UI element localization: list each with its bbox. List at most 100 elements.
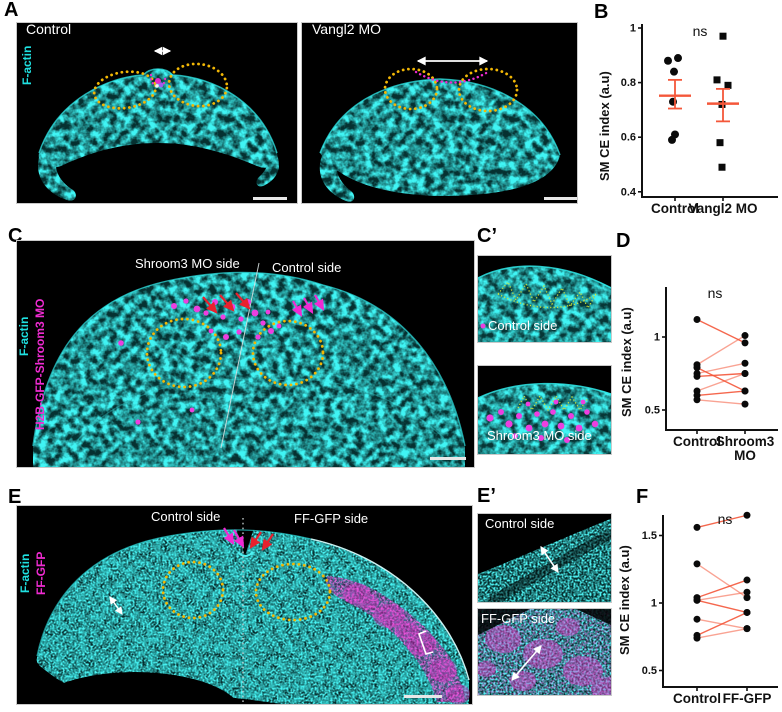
x-category-label: Control [651,201,699,216]
tissue-outline [32,271,466,447]
x-category-label: Control [673,691,721,706]
y-tick-label: 0.6 [621,132,636,144]
x-category-label: Vangl2 MO [688,201,757,216]
cprime-title-control: Control side [488,318,558,333]
thickness-double-arrow [511,645,542,681]
h2b-gfp-nucleus [480,323,486,329]
scale-bar [253,197,287,200]
apical-surface [478,265,611,289]
groove-cell [155,84,159,88]
y-axis-title-b: SM CE index (a.u) [597,71,612,181]
pair-line [696,362,746,375]
data-point [743,625,751,633]
data-point [741,359,749,367]
y-tick-label: 1 [630,23,636,35]
data-point [716,139,724,147]
corner-shadow [576,609,611,625]
y-tick-label: 1 [651,598,657,610]
x-category-label: FF-GFP [723,691,772,706]
panel-label-e-prime: E’ [477,485,496,507]
somite-outline-right [251,319,325,387]
arrows-magenta-control-side [223,527,245,548]
data-point [693,560,701,568]
data-point [724,81,732,89]
pair-line [696,627,748,639]
tissue-texture [319,79,560,202]
cavity [31,672,239,704]
tissue-outline [38,68,278,154]
data-point [741,339,749,347]
cell-outlines-green [497,280,597,310]
image-title-vangl2: Vangl2 MO [312,21,381,37]
ffgfp-patches [343,583,470,704]
data-point [743,594,751,602]
cell-outlines-base [497,293,597,309]
apical-surface [478,382,611,399]
pair-line [696,579,748,599]
arrows-red-ffgfp-side [249,531,274,551]
tissue-texture [38,69,279,201]
pair-line [696,372,746,378]
y-tick-label: 0.8 [621,77,636,89]
side-label-shroom3: Shroom3 MO side [135,256,240,271]
panel-label-a: A [4,0,19,21]
pair-line [696,372,746,392]
panel-label-f: F [636,486,649,508]
y-tick-label: 0.5 [642,665,657,677]
data-point [693,315,701,323]
micrograph-a-control [16,22,298,204]
pair-line [696,611,748,637]
data-point [674,54,682,63]
somite-outline-right [167,62,229,108]
data-point [693,396,701,404]
x-category-label: MO [734,448,756,463]
stain-label-f-actin: F-actin [20,45,34,85]
data-point [718,163,726,171]
micrograph-eprime-ffgfp [477,608,612,696]
somite-outline-left [145,317,223,389]
data-point [741,387,749,395]
pair-line [696,399,746,405]
tissue-texture [478,383,611,454]
image-title-control: Control [26,21,72,37]
groove-cell [155,78,161,84]
data-point [719,32,727,40]
data-point [741,370,749,377]
data-point [668,135,676,144]
corner-shadow [478,609,530,635]
scale-bar [430,457,466,460]
data-point [713,76,721,84]
side-label-control: Control side [272,260,342,275]
data-point [743,588,751,596]
stain-label-f-actin: F-actin [17,316,31,356]
panel-label-e: E [8,486,22,508]
data-point [664,56,672,65]
data-point [693,634,701,642]
data-point [743,608,751,616]
panel-label-b: B [594,1,609,23]
somite-outline-right [457,67,519,113]
ns-annotation: ns [718,511,733,527]
thickness-double-arrow [109,596,123,615]
neural-plate-outline [414,70,490,84]
y-axis-title-d: SM CE index (a.u) [619,307,634,417]
somite-outline-left [161,560,225,620]
thickness-double-arrow [540,546,559,573]
scale-bar [544,197,577,200]
micrograph-cprime-shroom3 [477,365,612,455]
micrograph-eprime-control [477,513,612,603]
chart-sm-ce-index-ffgfp: 1.5 1 0.5 Control FF-GFP ns [642,511,778,706]
panel-label-d: D [616,230,631,252]
pair-line [696,591,748,601]
micrograph-cprime-control [477,255,612,343]
data-point [741,400,749,408]
data-point [693,523,701,531]
side-label-control: Control side [151,509,221,524]
tissue-detail [76,378,258,442]
tissue-outline [319,78,561,156]
apical-actin [237,551,254,557]
data-point [743,576,751,584]
pair-line [696,318,746,344]
